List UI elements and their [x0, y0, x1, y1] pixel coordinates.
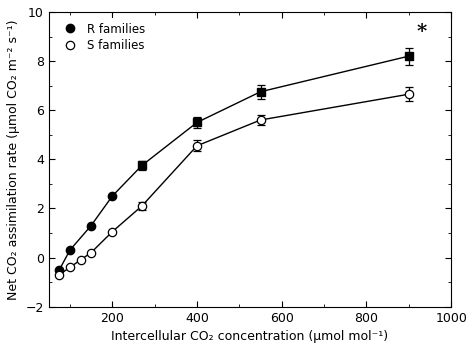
- S families: [56, 273, 62, 277]
- Text: *: *: [416, 23, 427, 41]
- S families: [88, 251, 94, 255]
- Line: S families: S families: [55, 228, 117, 279]
- Y-axis label: Net CO₂ assimilation rate (μmol CO₂ m⁻² s⁻¹): Net CO₂ assimilation rate (μmol CO₂ m⁻² …: [7, 19, 20, 300]
- X-axis label: Intercellular CO₂ concentration (μmol mol⁻¹): Intercellular CO₂ concentration (μmol mo…: [111, 330, 389, 343]
- R families: [56, 268, 62, 272]
- R families: [109, 194, 115, 198]
- R families: [67, 248, 73, 252]
- S families: [67, 265, 73, 270]
- R families: [88, 224, 94, 228]
- S families: [78, 258, 83, 262]
- Line: R families: R families: [55, 192, 117, 274]
- S families: [109, 230, 115, 234]
- Legend: R families, S families: R families, S families: [55, 18, 149, 57]
